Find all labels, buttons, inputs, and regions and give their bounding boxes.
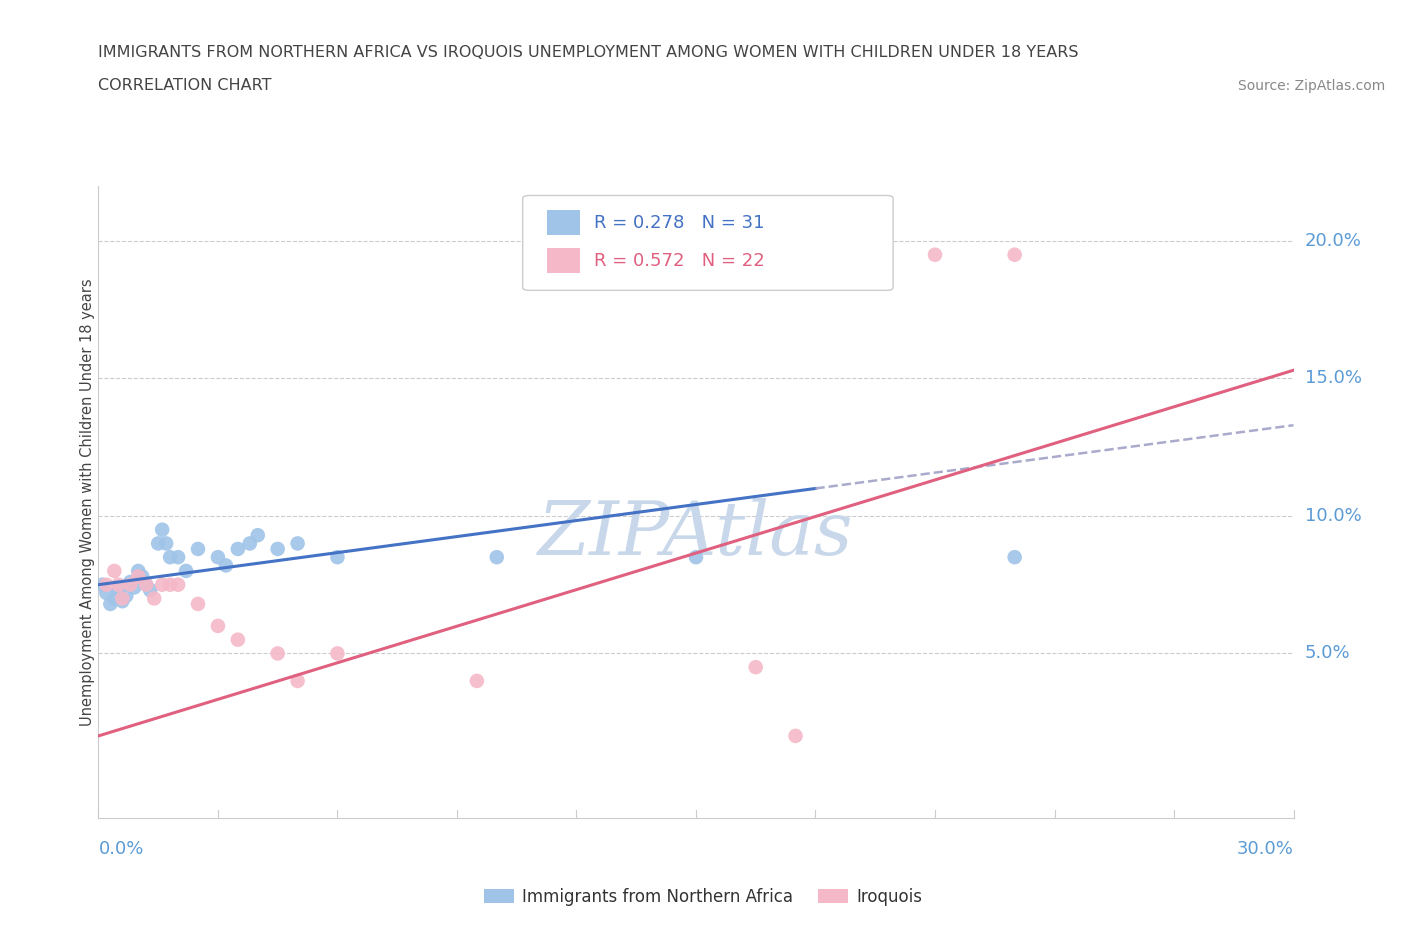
Point — [326, 646, 349, 661]
Point — [148, 536, 170, 551]
Point — [155, 536, 177, 551]
Point — [127, 569, 149, 584]
Text: 15.0%: 15.0% — [1305, 369, 1361, 388]
Bar — [547, 210, 581, 235]
Point — [187, 596, 209, 611]
Text: ZIPAtlas: ZIPAtlas — [538, 498, 853, 570]
Point — [120, 578, 142, 592]
Point — [103, 564, 125, 578]
Point — [159, 550, 181, 565]
Point — [135, 578, 157, 592]
Point — [150, 523, 173, 538]
Point — [150, 578, 173, 592]
Point — [685, 550, 707, 565]
Point — [924, 247, 946, 262]
Point — [226, 632, 249, 647]
Point — [120, 575, 142, 590]
Point — [215, 558, 238, 573]
Point — [239, 536, 262, 551]
Text: 0.0%: 0.0% — [98, 841, 143, 858]
Point — [111, 593, 134, 608]
Point — [287, 673, 309, 688]
Point — [111, 591, 134, 605]
Text: 20.0%: 20.0% — [1305, 232, 1361, 250]
Point — [103, 591, 125, 605]
Point — [98, 596, 122, 611]
Point — [124, 580, 146, 595]
Point — [485, 550, 508, 565]
Text: R = 0.572   N = 22: R = 0.572 N = 22 — [595, 252, 765, 270]
Point — [226, 541, 249, 556]
Point — [246, 527, 269, 542]
Text: 30.0%: 30.0% — [1237, 841, 1294, 858]
Legend: Immigrants from Northern Africa, Iroquois: Immigrants from Northern Africa, Iroquoi… — [477, 881, 929, 912]
Point — [1004, 550, 1026, 565]
Point — [115, 589, 138, 604]
Point — [127, 564, 149, 578]
Point — [287, 536, 309, 551]
Point — [207, 618, 229, 633]
Text: IMMIGRANTS FROM NORTHERN AFRICA VS IROQUOIS UNEMPLOYMENT AMONG WOMEN WITH CHILDR: IMMIGRANTS FROM NORTHERN AFRICA VS IROQU… — [98, 46, 1078, 60]
FancyBboxPatch shape — [523, 195, 893, 290]
Point — [131, 569, 153, 584]
Point — [107, 578, 129, 592]
Point — [107, 583, 129, 598]
Point — [174, 564, 197, 578]
Point — [465, 673, 488, 688]
Point — [91, 578, 114, 592]
Point — [96, 586, 118, 601]
Point — [135, 578, 157, 592]
Point — [326, 550, 349, 565]
Text: 5.0%: 5.0% — [1305, 644, 1350, 662]
Point — [143, 591, 166, 605]
Text: CORRELATION CHART: CORRELATION CHART — [98, 78, 271, 93]
Point — [139, 583, 162, 598]
Text: Source: ZipAtlas.com: Source: ZipAtlas.com — [1237, 79, 1385, 93]
Point — [187, 541, 209, 556]
Point — [1004, 247, 1026, 262]
Point — [785, 728, 807, 743]
Point — [745, 659, 768, 674]
Point — [167, 578, 190, 592]
Point — [159, 578, 181, 592]
Point — [96, 578, 118, 592]
Point — [267, 646, 290, 661]
Point — [267, 541, 290, 556]
Point — [207, 550, 229, 565]
Point — [167, 550, 190, 565]
Bar — [547, 248, 581, 273]
Text: 10.0%: 10.0% — [1305, 507, 1361, 525]
Text: R = 0.278   N = 31: R = 0.278 N = 31 — [595, 214, 765, 232]
Y-axis label: Unemployment Among Women with Children Under 18 years: Unemployment Among Women with Children U… — [80, 278, 94, 726]
